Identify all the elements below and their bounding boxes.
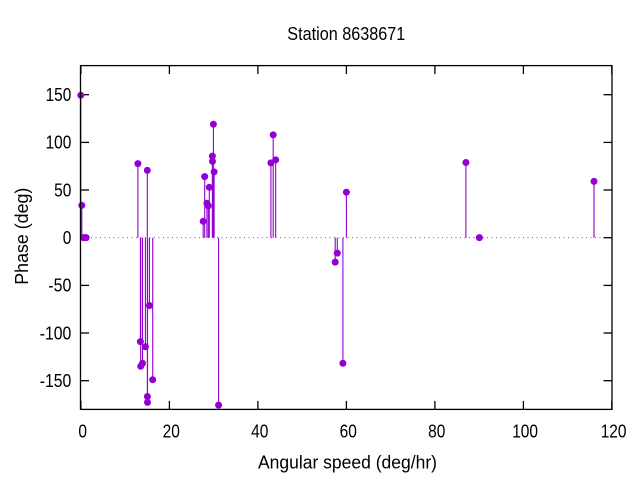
svg-text:0: 0 [78, 421, 87, 442]
svg-text:Station 8638671: Station 8638671 [287, 23, 405, 44]
svg-text:60: 60 [340, 421, 357, 442]
svg-text:80: 80 [428, 421, 445, 442]
svg-text:-50: -50 [48, 275, 71, 296]
svg-text:-150: -150 [40, 370, 72, 391]
svg-text:100: 100 [512, 421, 538, 442]
svg-text:100: 100 [46, 132, 72, 153]
svg-text:-100: -100 [40, 322, 72, 343]
svg-text:0: 0 [63, 227, 72, 248]
svg-text:120: 120 [601, 421, 627, 442]
svg-text:150: 150 [46, 84, 72, 105]
svg-text:Phase (deg): Phase (deg) [11, 188, 32, 285]
svg-text:40: 40 [251, 421, 268, 442]
svg-text:50: 50 [54, 179, 71, 200]
svg-text:20: 20 [163, 421, 180, 442]
svg-text:Angular speed (deg/hr): Angular speed (deg/hr) [258, 452, 437, 473]
